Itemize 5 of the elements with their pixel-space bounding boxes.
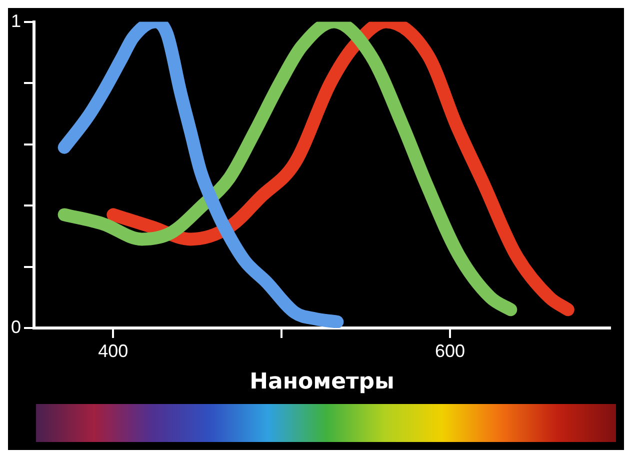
x-axis-title: Нанометры	[250, 370, 394, 395]
y-tick-label: 0	[10, 316, 22, 337]
x-tick-label: 400	[98, 340, 128, 361]
y-tick-label: 1	[10, 10, 22, 31]
x-tick-label: 600	[434, 340, 466, 361]
